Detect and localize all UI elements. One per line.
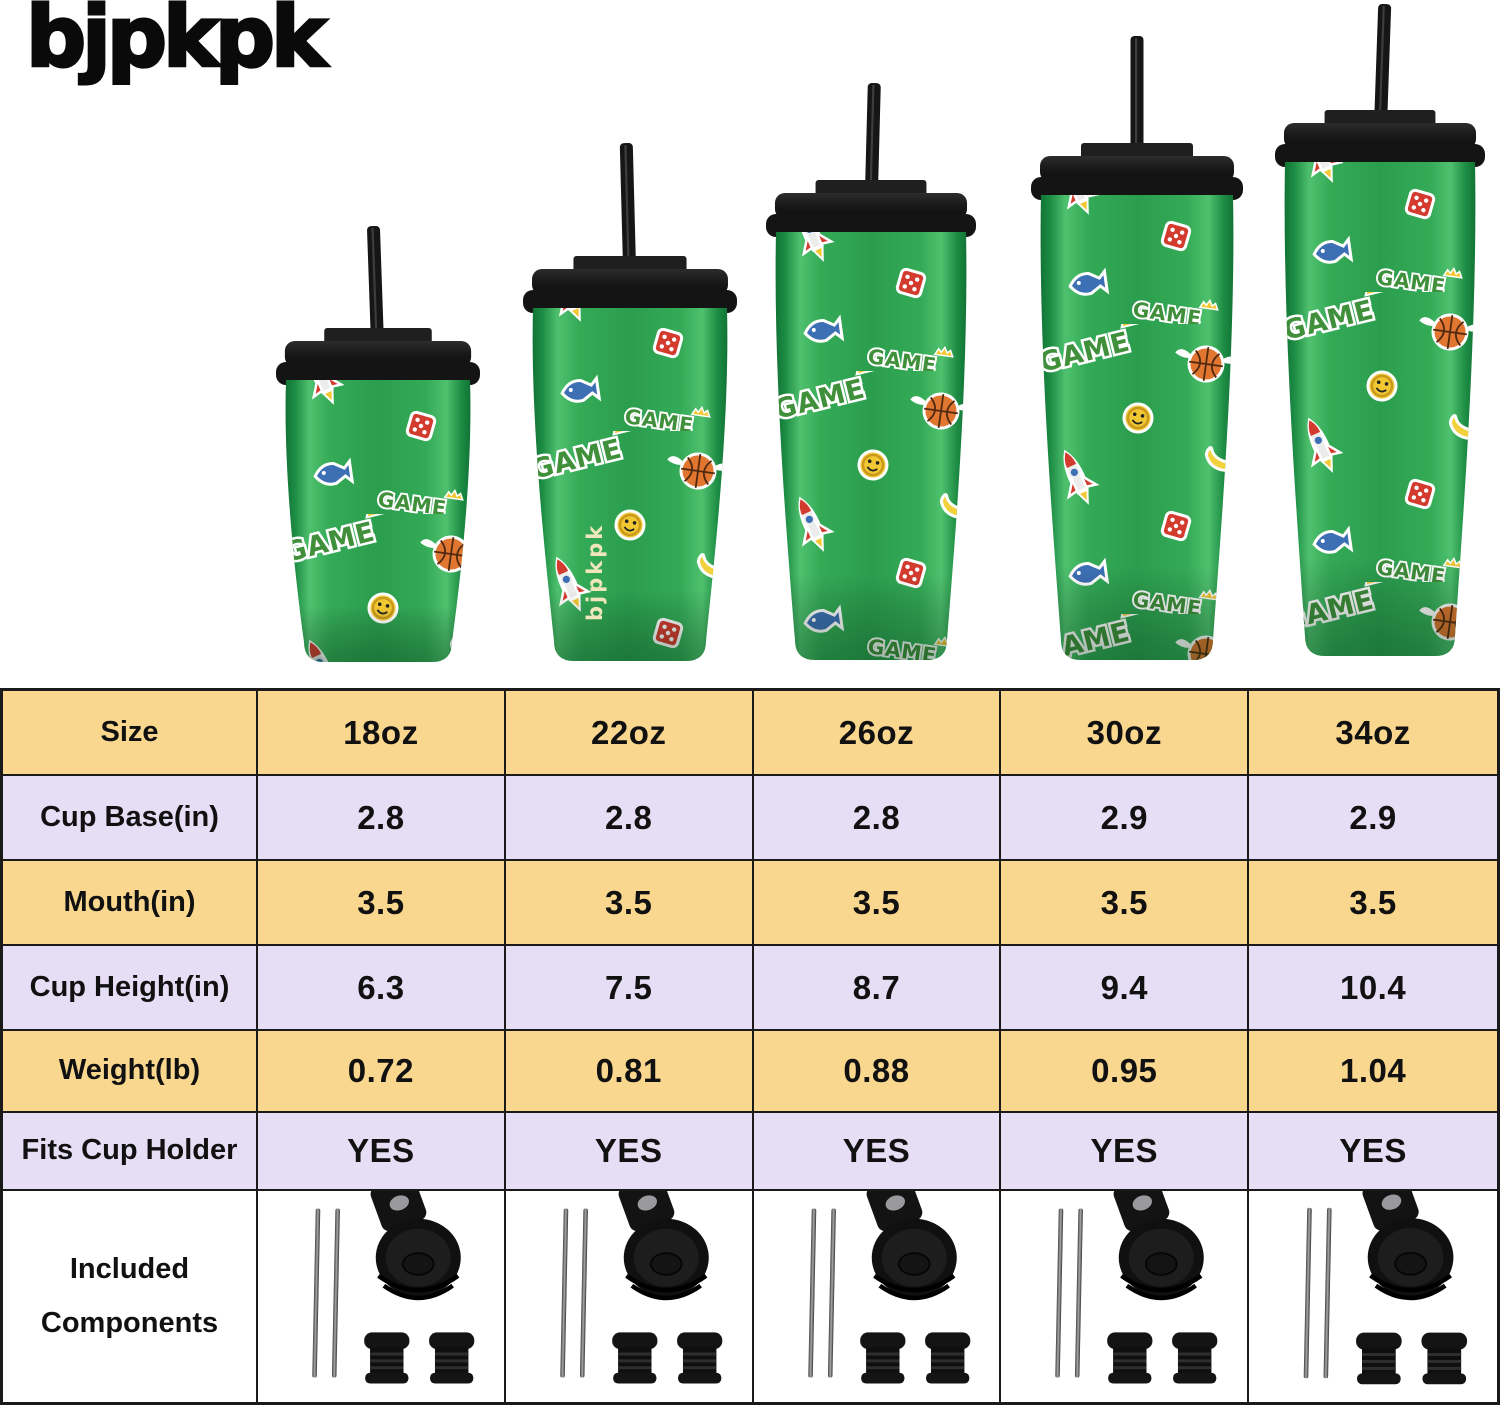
- cup-body: [532, 308, 728, 661]
- straw-icon: [367, 225, 385, 351]
- components-cell-5: [1249, 1191, 1497, 1402]
- tumbler-18oz: [276, 225, 480, 662]
- row-label-fits-cup-holder: Fits Cup Holder: [3, 1113, 258, 1191]
- cell-size-col4: 30oz: [1001, 691, 1250, 776]
- cup-body: [1040, 195, 1234, 660]
- cup-body: [285, 380, 471, 662]
- cell-cup-base-in-col3: 2.8: [753, 776, 1002, 861]
- cup-body: [1284, 162, 1476, 656]
- cell-weight-lb-col5: 1.04: [1249, 1031, 1497, 1113]
- straw-icon: [1373, 3, 1392, 133]
- flip-lid-icon: [1114, 1191, 1205, 1301]
- brand-logo: bjpkpk: [25, 0, 329, 88]
- cell-cup-height-in-col2: 7.5: [505, 946, 754, 1031]
- cell-cup-base-in-col1: 2.8: [258, 776, 506, 861]
- flip-lid-icon: [866, 1191, 957, 1301]
- cell-weight-lb-col3: 0.88: [753, 1031, 1002, 1113]
- lid-icon: [523, 256, 737, 313]
- cell-cup-height-in-col4: 9.4: [1001, 946, 1250, 1031]
- straw-stopper-icon: [1356, 1332, 1402, 1385]
- cell-cup-base-in-col4: 2.9: [1001, 776, 1250, 861]
- included-components-illustration: [1055, 1191, 1218, 1384]
- lid-icon: [1275, 110, 1485, 167]
- cell-size-col5: 34oz: [1249, 691, 1497, 776]
- cell-size-col1: 18oz: [258, 691, 506, 776]
- straw-stopper-icon: [676, 1332, 723, 1384]
- lid-icon: [1031, 143, 1243, 200]
- row-label-mouth-in: Mouth(in): [3, 861, 258, 946]
- tumbler-30oz: [1031, 36, 1243, 660]
- straw-stopper-icon: [1172, 1332, 1218, 1384]
- cell-fits-cup-holder-col3: YES: [753, 1113, 1002, 1191]
- straw-stopper-icon: [859, 1332, 906, 1384]
- cell-weight-lb-col1: 0.72: [258, 1031, 506, 1113]
- cell-weight-lb-col2: 0.81: [505, 1031, 754, 1113]
- cell-cup-height-in-col1: 6.3: [258, 946, 506, 1031]
- components-cell-1: [258, 1191, 506, 1402]
- cell-mouth-in-col5: 3.5: [1249, 861, 1497, 946]
- cell-mouth-in-col3: 3.5: [753, 861, 1002, 946]
- row-label-cup-height-in: Cup Height(in): [3, 946, 258, 1031]
- cell-fits-cup-holder-col4: YES: [1001, 1113, 1250, 1191]
- metal-straws-icon: [1303, 1207, 1332, 1379]
- cup-body: [775, 232, 967, 660]
- straw-icon: [619, 142, 637, 279]
- cell-size-col3: 26oz: [753, 691, 1002, 776]
- straw-stopper-icon: [1421, 1332, 1468, 1385]
- straw-stopper-icon: [924, 1332, 970, 1384]
- tumbler-26oz: [766, 82, 976, 660]
- metal-straws-icon: [312, 1208, 340, 1378]
- cell-cup-height-in-col3: 8.7: [753, 946, 1002, 1031]
- cell-size-col2: 22oz: [505, 691, 754, 776]
- row-label-size: Size: [3, 691, 258, 776]
- included-components-illustration: [560, 1191, 723, 1384]
- tumbler-22oz: bjpkpk: [523, 142, 737, 661]
- straw-icon: [1130, 36, 1144, 165]
- cell-mouth-in-col4: 3.5: [1001, 861, 1250, 946]
- flip-lid-icon: [618, 1191, 709, 1301]
- cell-mouth-in-col1: 3.5: [258, 861, 506, 946]
- straw-icon: [864, 82, 881, 203]
- tumbler-34oz: [1275, 3, 1485, 656]
- straw-stopper-icon: [611, 1332, 658, 1384]
- spec-table: Size 18oz 22oz 26oz 30oz 34oz Cup Base(in) 2.8 2…: [0, 688, 1500, 1405]
- metal-straws-icon: [1055, 1208, 1084, 1378]
- row-label-included-components: Included Components: [3, 1191, 258, 1402]
- included-components-illustration: [807, 1191, 970, 1384]
- row-label-cup-base-in: Cup Base(in): [3, 776, 258, 861]
- tumbler-lineup: bjpkpk: [0, 0, 1500, 688]
- metal-straws-icon: [560, 1208, 588, 1378]
- cell-weight-lb-col4: 0.95: [1001, 1031, 1250, 1113]
- components-cell-4: [1001, 1191, 1250, 1402]
- included-components-illustration: [1303, 1191, 1468, 1385]
- cup-brand-imprint: bjpkpk: [583, 523, 607, 621]
- cell-cup-base-in-col5: 2.9: [1249, 776, 1497, 861]
- components-cell-2: [505, 1191, 754, 1402]
- row-label-weight-lb: Weight(lb): [3, 1031, 258, 1113]
- included-components-illustration: [312, 1191, 475, 1384]
- cell-fits-cup-holder-col1: YES: [258, 1113, 506, 1191]
- cell-fits-cup-holder-col5: YES: [1249, 1113, 1497, 1191]
- cell-cup-base-in-col2: 2.8: [505, 776, 754, 861]
- flip-lid-icon: [370, 1191, 461, 1301]
- cell-cup-height-in-col5: 10.4: [1249, 946, 1497, 1031]
- cell-fits-cup-holder-col2: YES: [505, 1113, 754, 1191]
- straw-stopper-icon: [429, 1332, 475, 1384]
- components-cell-3: [753, 1191, 1002, 1402]
- straw-stopper-icon: [1107, 1332, 1153, 1384]
- cell-mouth-in-col2: 3.5: [505, 861, 754, 946]
- lid-icon: [276, 328, 480, 385]
- flip-lid-icon: [1362, 1191, 1454, 1301]
- metal-straws-icon: [807, 1208, 836, 1378]
- lid-icon: [766, 180, 976, 237]
- straw-stopper-icon: [364, 1332, 410, 1384]
